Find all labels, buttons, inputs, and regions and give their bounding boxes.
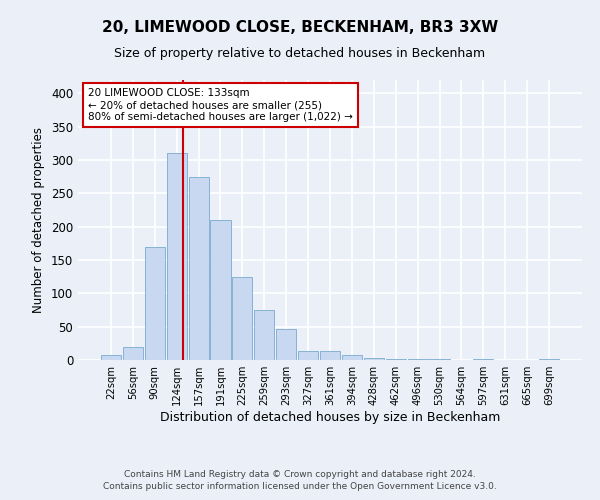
Text: 20 LIMEWOOD CLOSE: 133sqm
← 20% of detached houses are smaller (255)
80% of semi: 20 LIMEWOOD CLOSE: 133sqm ← 20% of detac…	[88, 88, 353, 122]
Bar	[145, 246, 165, 360]
Bar	[123, 346, 143, 360]
Bar	[386, 358, 406, 360]
Bar	[276, 328, 296, 360]
Text: Contains HM Land Registry data © Crown copyright and database right 2024.: Contains HM Land Registry data © Crown c…	[124, 470, 476, 479]
Text: 20, LIMEWOOD CLOSE, BECKENHAM, BR3 3XW: 20, LIMEWOOD CLOSE, BECKENHAM, BR3 3XW	[102, 20, 498, 35]
Bar	[188, 176, 209, 360]
Bar	[167, 154, 187, 360]
Bar	[298, 352, 318, 360]
Bar	[320, 352, 340, 360]
Bar	[211, 220, 230, 360]
Y-axis label: Number of detached properties: Number of detached properties	[32, 127, 46, 313]
Bar	[364, 358, 384, 360]
Bar	[232, 276, 253, 360]
Bar	[254, 310, 274, 360]
Bar	[101, 356, 121, 360]
X-axis label: Distribution of detached houses by size in Beckenham: Distribution of detached houses by size …	[160, 411, 500, 424]
Text: Contains public sector information licensed under the Open Government Licence v3: Contains public sector information licen…	[103, 482, 497, 491]
Text: Size of property relative to detached houses in Beckenham: Size of property relative to detached ho…	[115, 48, 485, 60]
Bar	[473, 358, 493, 360]
Bar	[342, 354, 362, 360]
Bar	[539, 358, 559, 360]
